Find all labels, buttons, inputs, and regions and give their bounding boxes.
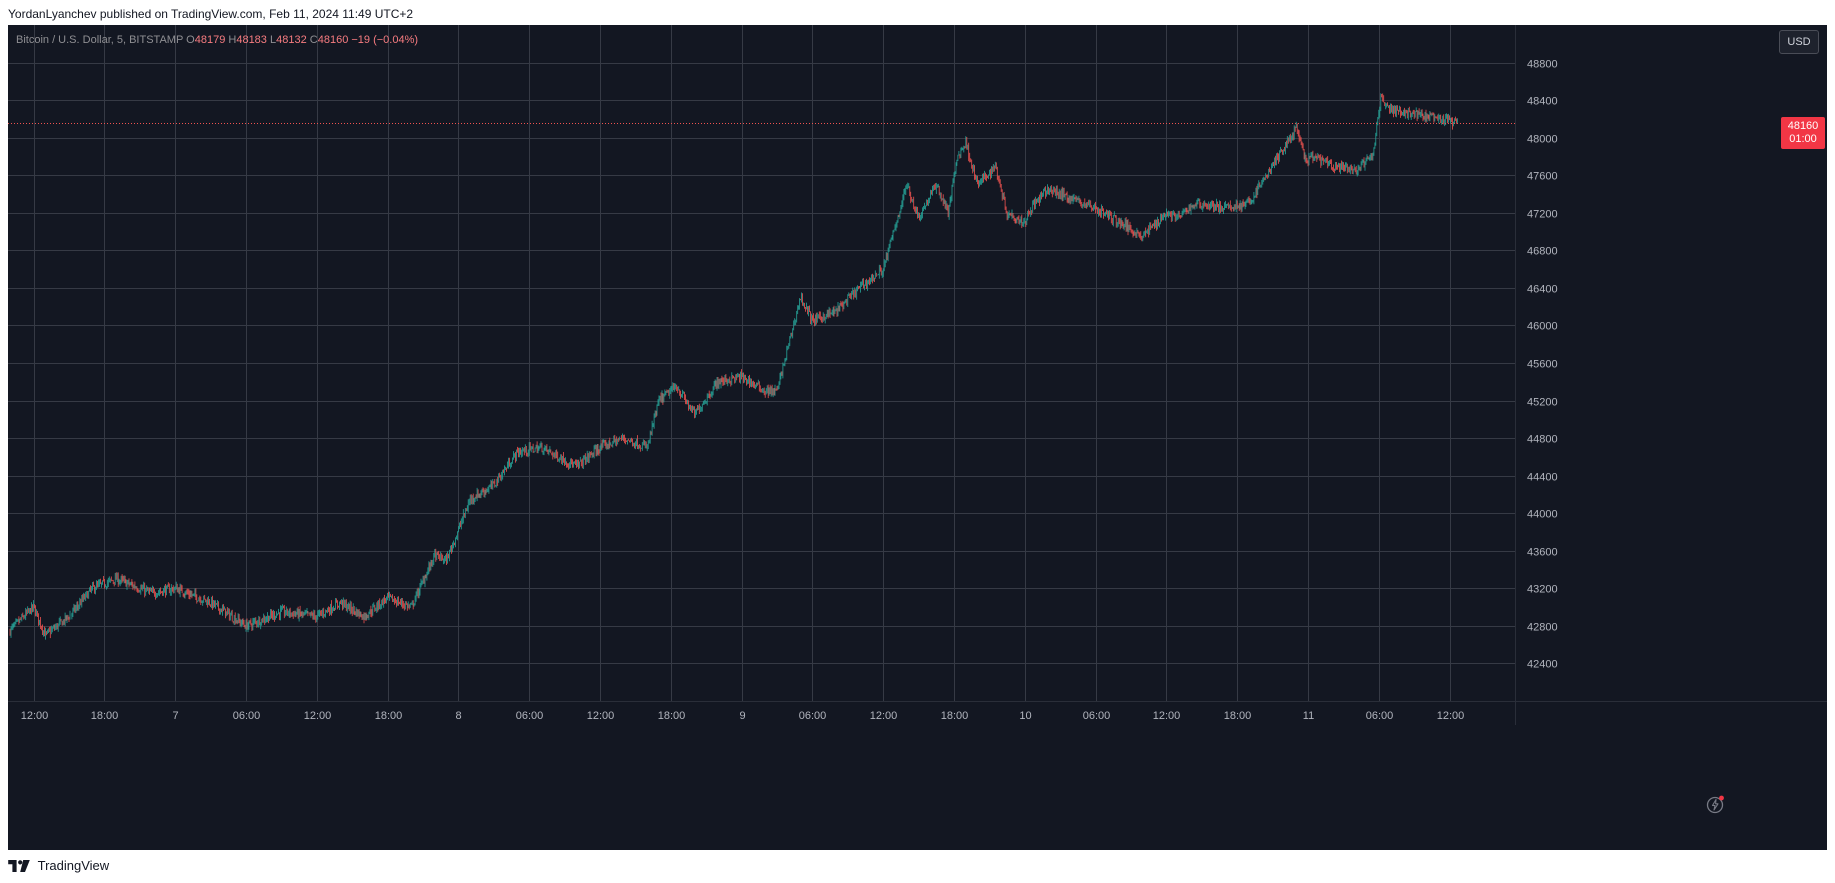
y-tick-label: 43600: [1527, 547, 1558, 559]
x-tick-label: 12:00: [1153, 710, 1181, 722]
legend-close: 48160: [317, 34, 349, 46]
legend-high-label: H: [228, 34, 237, 46]
legend-open: 48179: [194, 34, 226, 46]
x-tick-label: 9: [739, 710, 745, 722]
y-tick-label: 43200: [1527, 584, 1558, 596]
x-tick-label: 7: [172, 710, 178, 722]
x-tick-label: 06:00: [1083, 710, 1111, 722]
y-tick-label: 42400: [1527, 659, 1558, 671]
legend-close-label: C: [309, 34, 318, 46]
x-tick-label: 10: [1019, 710, 1031, 722]
y-tick-label: 47200: [1527, 209, 1558, 221]
x-tick-label: 12:00: [304, 710, 332, 722]
y-tick-label: 46800: [1527, 246, 1558, 258]
x-tick-label: 8: [455, 710, 461, 722]
y-tick-label: 47600: [1527, 171, 1558, 183]
publish-info: published on TradingView.com, Feb 11, 20…: [99, 6, 414, 21]
x-tick-label: 06:00: [516, 710, 544, 722]
footer: TradingView: [8, 857, 109, 877]
legend-symbol: Bitcoin / U.S. Dollar, 5, BITSTAMP: [16, 34, 184, 46]
y-tick-label: 44400: [1527, 472, 1558, 484]
brand-name[interactable]: TradingView: [37, 858, 110, 874]
lightning-icon[interactable]: [1706, 794, 1726, 814]
y-tick-label: 46400: [1527, 284, 1558, 296]
x-tick-label: 06:00: [799, 710, 827, 722]
x-tick-label: 18:00: [658, 710, 686, 722]
x-tick-label: 18:00: [941, 710, 969, 722]
currency-button[interactable]: USD: [1779, 30, 1819, 54]
y-tick-label: 48000: [1527, 134, 1558, 146]
publish-header: YordanLyanchev published on TradingView.…: [8, 6, 413, 22]
x-tick-label: 12:00: [870, 710, 898, 722]
x-tick-label: 12:00: [1437, 710, 1465, 722]
y-tick-label: 45600: [1527, 359, 1558, 371]
x-tick-label: 18:00: [1224, 710, 1252, 722]
candles: [9, 93, 1458, 640]
chart-pane[interactable]: 42400 42800 43200 43600 44000 44400 44800 45200…: [8, 25, 1827, 850]
y-tick-label: 44800: [1527, 434, 1558, 446]
x-tick-label: 12:00: [21, 710, 49, 722]
legend-high: 48183: [236, 34, 267, 46]
legend-low-label: L: [269, 34, 277, 46]
x-tick-label: 11: [1303, 710, 1314, 722]
x-tick-label: 18:00: [91, 710, 119, 722]
x-tick-label: 06:00: [233, 710, 261, 722]
y-tick-label: 45200: [1527, 397, 1558, 409]
legend-change: −19 (−0.04%): [351, 34, 419, 46]
y-tick-label: 48400: [1527, 96, 1558, 108]
last-price-value: 48160: [1787, 119, 1819, 132]
y-tick-label: 44000: [1527, 509, 1558, 521]
countdown-timer: 01:00: [1789, 132, 1817, 145]
y-tick-label: 46000: [1527, 321, 1558, 333]
last-price-badge: 48160 01:00: [1781, 116, 1825, 149]
legend-low: 48132: [276, 34, 307, 46]
y-tick-label: 42800: [1527, 622, 1558, 634]
x-tick-label: 06:00: [1366, 710, 1394, 722]
x-tick-label: 18:00: [375, 710, 403, 722]
tradingview-logo-icon[interactable]: [8, 859, 30, 872]
legend-open-label: O: [186, 34, 195, 46]
ohlc-legend: Bitcoin / U.S. Dollar, 5, BITSTAMP O4817…: [16, 34, 418, 46]
y-tick-label: 48800: [1527, 59, 1558, 71]
x-tick-label: 12:00: [587, 710, 615, 722]
candlestick-chart[interactable]: 42400 42800 43200 43600 44000 44400 44800 45200…: [8, 25, 1827, 850]
publisher-name[interactable]: YordanLyanchev: [8, 6, 97, 21]
